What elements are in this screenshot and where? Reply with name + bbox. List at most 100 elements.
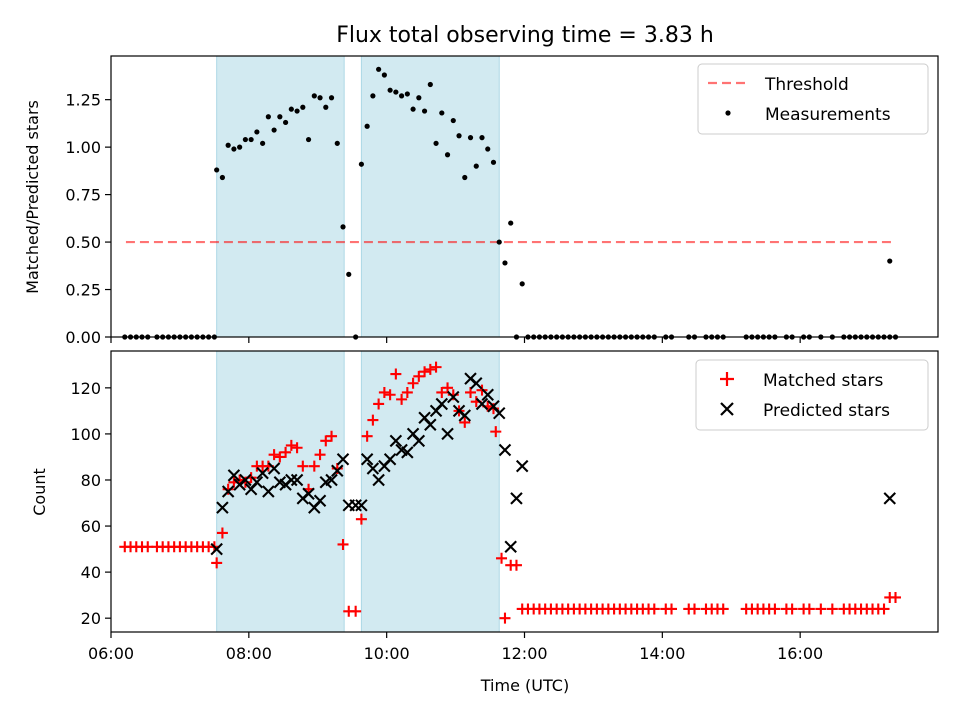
matched-star-point xyxy=(424,363,436,375)
predicted-star-point xyxy=(504,540,517,554)
measurement-point xyxy=(479,135,485,141)
legend-measurements-swatch xyxy=(725,110,731,116)
measurement-point xyxy=(450,117,456,124)
matched-star-point xyxy=(280,446,292,458)
matched-star-point xyxy=(308,460,320,472)
matched-star-point xyxy=(436,386,448,398)
predicted-star-point xyxy=(256,466,269,480)
matched-star-point xyxy=(648,603,660,615)
y-tick-label: 0.75 xyxy=(65,186,101,205)
matched-star-point xyxy=(211,557,223,569)
predicted-star-point xyxy=(435,397,449,411)
predicted-star-point xyxy=(883,492,897,505)
matched-star-point xyxy=(297,460,309,472)
measurement-point xyxy=(404,91,410,97)
predicted-star-point xyxy=(470,377,483,390)
matched-star-point xyxy=(666,603,678,615)
predicted-star-point xyxy=(401,446,414,459)
measurement-point xyxy=(444,152,451,158)
measurement-point xyxy=(421,108,428,114)
bottom-legend: Matched stars Predicted stars xyxy=(695,359,929,431)
matched-star-point xyxy=(378,386,390,398)
matched-star-point xyxy=(688,603,700,615)
predicted-star-point xyxy=(372,473,385,487)
measurement-point xyxy=(490,159,497,165)
measurement-point xyxy=(271,127,277,133)
matched-star-point xyxy=(442,382,454,394)
measurement-point xyxy=(427,81,433,88)
predicted-star-point xyxy=(360,453,374,466)
predicted-star-point xyxy=(221,485,235,498)
measurement-point xyxy=(323,104,329,110)
predicted-star-point xyxy=(441,427,454,441)
predicted-star-point xyxy=(210,542,223,556)
measurement-point xyxy=(358,161,364,167)
matched-star-point xyxy=(815,603,827,615)
y-tick-label: 120 xyxy=(70,379,101,398)
top-y-axis-label: Matched/Predicted stars xyxy=(23,100,42,294)
measurement-point xyxy=(248,136,254,143)
measurement-point xyxy=(242,136,248,143)
matched-star-point xyxy=(496,552,508,564)
predicted-star-point xyxy=(412,434,426,448)
matched-star-point xyxy=(350,605,362,617)
matched-star-point xyxy=(337,538,349,550)
predicted-star-point xyxy=(366,462,380,475)
measurement-point xyxy=(260,140,266,146)
matched-star-point xyxy=(285,439,297,451)
predicted-star-point xyxy=(267,462,281,475)
matched-star-point xyxy=(216,527,228,539)
measurement-point xyxy=(439,110,445,116)
matched-star-point xyxy=(430,361,442,373)
measurement-point xyxy=(381,72,387,78)
y-tick-label: 1.25 xyxy=(65,91,101,110)
x-tick-label: 12:00 xyxy=(501,644,547,663)
y-tick-label: 40 xyxy=(81,563,101,582)
predicted-star-point xyxy=(475,397,489,411)
bottom-legend-box xyxy=(695,359,929,431)
matched-star-point xyxy=(878,603,890,615)
matched-star-point xyxy=(361,430,373,442)
matched-star-point xyxy=(413,370,425,382)
measurement-point xyxy=(237,144,243,150)
measurement-point xyxy=(416,95,422,101)
x-tick-label: 06:00 xyxy=(88,644,134,663)
measurement-point xyxy=(473,163,479,169)
measurement-point xyxy=(370,93,376,99)
bottom-y-axis-label: Count xyxy=(30,468,49,516)
measurement-point xyxy=(508,220,514,226)
predicted-star-point xyxy=(331,464,344,478)
measurement-point xyxy=(305,136,312,143)
predicted-star-point xyxy=(515,459,529,473)
predicted-star-point xyxy=(302,487,315,501)
matched-star-point xyxy=(268,449,280,461)
predicted-star-point xyxy=(492,406,506,420)
predicted-star-point xyxy=(447,390,460,404)
y-tick-label: 0.00 xyxy=(65,328,101,347)
matched-star-point xyxy=(396,393,408,405)
measurement-point xyxy=(398,93,405,99)
measurement-point xyxy=(393,89,399,95)
chart-title: Flux total observing time = 3.83 h xyxy=(336,23,714,48)
predicted-star-point xyxy=(389,434,403,448)
matched-star-point xyxy=(890,591,902,603)
predicted-star-point xyxy=(498,443,512,457)
measurement-point xyxy=(288,106,294,112)
shaded-span xyxy=(216,350,345,633)
matched-stars-points xyxy=(119,361,902,624)
measurement-point xyxy=(467,135,474,141)
measurement-point xyxy=(328,95,335,101)
predicted-stars-points xyxy=(210,372,897,556)
measurement-point xyxy=(282,119,289,126)
top-legend-box xyxy=(697,63,929,135)
measurement-point xyxy=(277,114,283,120)
matched-star-point xyxy=(384,389,396,401)
matched-star-point xyxy=(717,603,729,615)
bottom-panel: 20 40 60 80 100 120 06:00 08:00 10:00 12:00 14:00… xyxy=(30,350,939,695)
measurement-point xyxy=(317,95,323,101)
matched-star-point xyxy=(320,435,332,447)
legend-matched-label: Matched stars xyxy=(763,371,883,391)
matched-star-point xyxy=(274,451,286,463)
y-tick-label: 0.50 xyxy=(65,233,101,252)
predicted-star-point xyxy=(239,473,252,487)
